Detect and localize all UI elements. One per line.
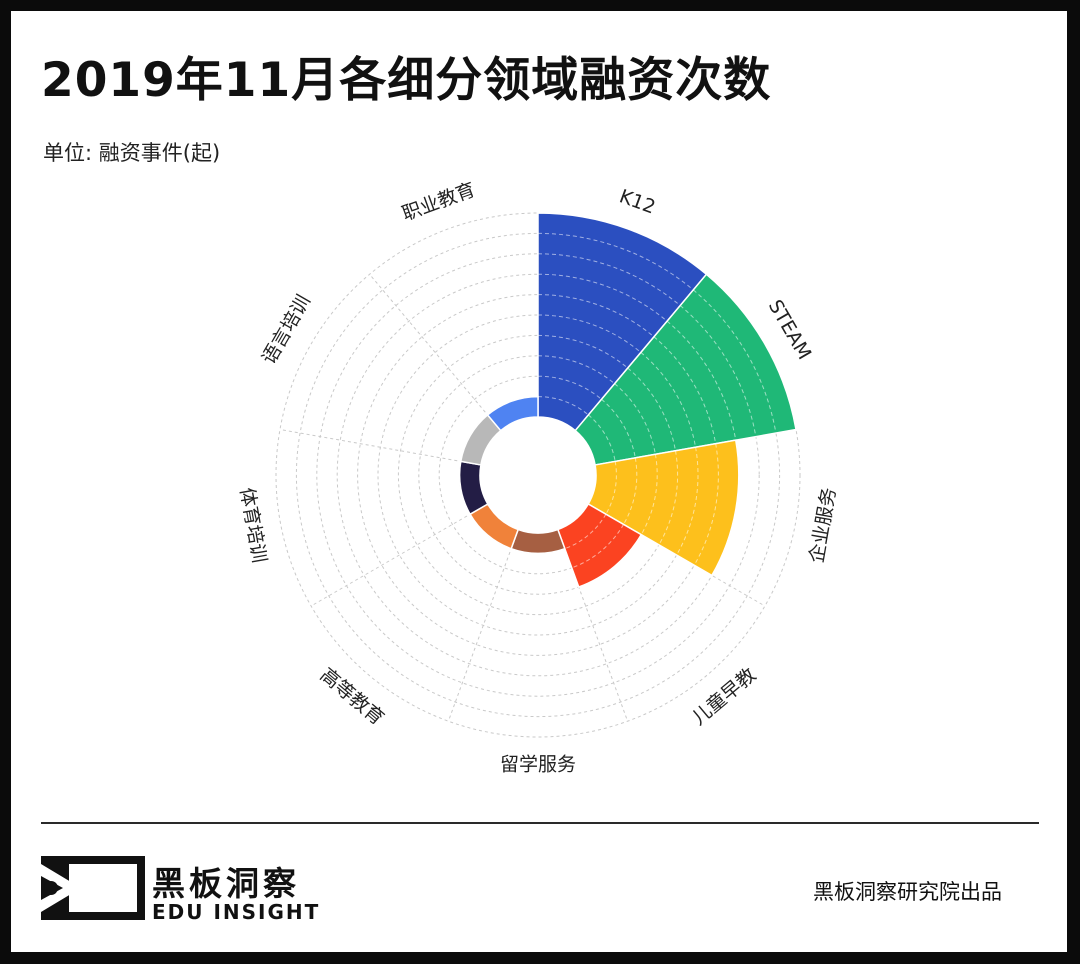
bar-1 (537, 212, 708, 432)
category-label-2: STEAM (764, 296, 816, 363)
chart-title: 2019年11月各细分领域融资次数 (41, 53, 772, 108)
category-label-9: 职业教育 (399, 179, 478, 226)
center-hole (481, 418, 595, 532)
category-label-8: 语言培训 (258, 291, 315, 368)
bar-gridline (658, 450, 679, 546)
brand-name-cn: 黑板洞察 (152, 864, 300, 903)
category-label-3: 企业服务 (806, 486, 841, 565)
credit-text: 黑板洞察研究院出品 (813, 880, 1002, 904)
chart-card: 2019年11月各细分领域融资次数 单位: 融资事件(起) K12 STEAM 企业… (11, 11, 1067, 952)
category-label-1: K12 (616, 185, 658, 218)
category-label-7: 体育培训 (235, 486, 270, 565)
bar-3 (587, 439, 740, 577)
category-label-4: 儿童早教 (688, 664, 760, 730)
footer-divider (41, 822, 1039, 824)
bar-gridline (537, 232, 694, 291)
grid-ring (275, 212, 801, 738)
bar-gridline (627, 367, 676, 451)
bar-gridline (537, 314, 642, 353)
bar-gridline (588, 414, 616, 462)
bar-gridline (537, 253, 681, 306)
brand-name-en: EDU INSIGHT (152, 900, 321, 924)
bar-gridline (537, 396, 589, 416)
grid-ring (295, 232, 781, 718)
grid-spoke (310, 503, 489, 607)
grid-spoke (447, 529, 519, 722)
category-label-6: 高等教育 (316, 664, 388, 730)
bar-5 (510, 528, 566, 555)
bar-gridline (692, 289, 777, 434)
bar-2 (574, 273, 797, 466)
bar-gridline (537, 273, 668, 322)
logo-eye-icon (41, 856, 145, 920)
unit-label: 单位: 融资事件(起) (43, 141, 221, 165)
bar-gridline (676, 447, 699, 556)
bar-gridline (537, 355, 615, 385)
bar-gridline (605, 461, 617, 515)
bar-gridline (640, 454, 658, 535)
bar-9 (486, 395, 539, 432)
grid-spoke (279, 429, 481, 466)
bar-4 (556, 502, 643, 588)
category-label-5: 留学服务 (500, 754, 576, 776)
grid-ring (316, 253, 760, 697)
bar-gridline (679, 305, 757, 437)
bar-gridline (640, 352, 697, 448)
grid-spoke (557, 529, 629, 722)
bar-gridline (537, 334, 629, 369)
bar-gridline (564, 513, 607, 550)
grid-spoke (369, 273, 502, 431)
bar-gridline (614, 383, 656, 455)
bar-gridline (666, 320, 737, 441)
